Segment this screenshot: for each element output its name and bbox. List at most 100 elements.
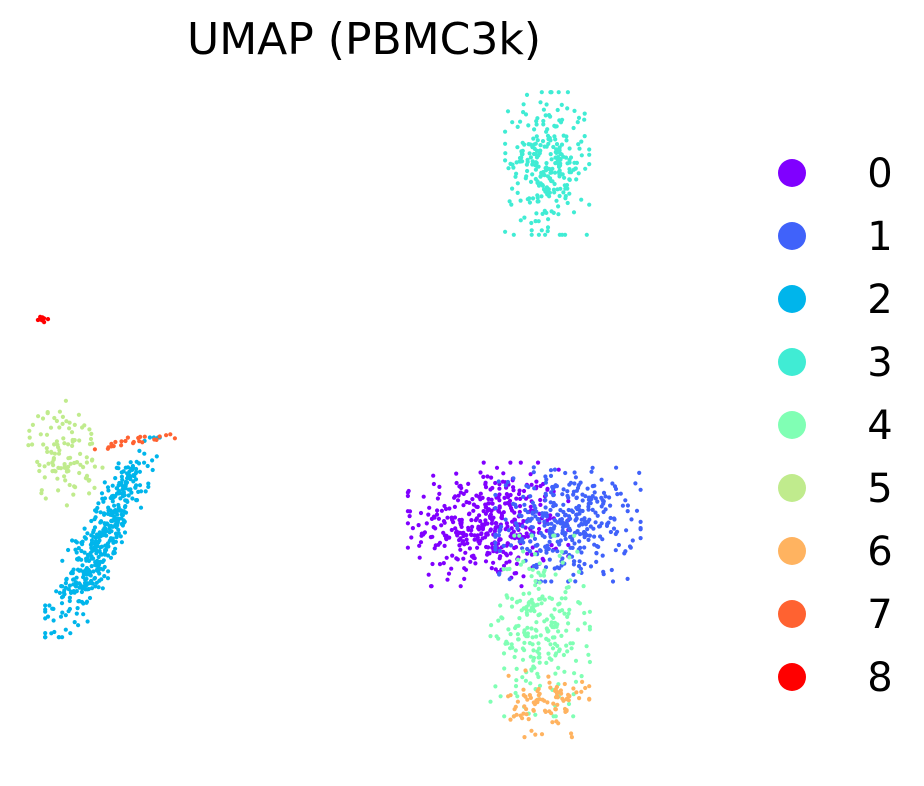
- point-cluster-0: [483, 505, 488, 510]
- point-cluster-1: [513, 521, 519, 526]
- point-cluster-5: [72, 422, 77, 427]
- point-cluster-1: [547, 557, 552, 562]
- legend-label-6: 6: [867, 529, 892, 575]
- point-cluster-2: [112, 503, 117, 508]
- point-cluster-0: [538, 497, 543, 503]
- point-cluster-4: [557, 553, 562, 559]
- point-cluster-3: [545, 174, 551, 179]
- point-cluster-4: [537, 561, 542, 566]
- point-cluster-5: [66, 456, 71, 461]
- point-cluster-2: [99, 552, 104, 557]
- point-cluster-0: [405, 521, 410, 526]
- point-cluster-1: [535, 517, 540, 522]
- point-cluster-5: [80, 425, 85, 430]
- point-cluster-0: [491, 560, 496, 565]
- point-cluster-0: [537, 526, 542, 532]
- point-cluster-2: [119, 482, 124, 487]
- point-cluster-3: [539, 90, 544, 95]
- point-cluster-4: [505, 641, 510, 646]
- point-cluster-3: [556, 212, 561, 217]
- point-cluster-4: [513, 690, 518, 696]
- point-cluster-1: [595, 513, 600, 518]
- point-cluster-3: [573, 166, 578, 171]
- point-cluster-0: [426, 572, 431, 577]
- point-cluster-3: [545, 229, 550, 234]
- point-cluster-2: [98, 520, 103, 525]
- legend-label-7: 7: [867, 592, 892, 638]
- point-cluster-0: [458, 490, 463, 495]
- point-cluster-4: [508, 632, 513, 637]
- legend-item-1: 1: [778, 214, 893, 260]
- point-cluster-1: [532, 536, 538, 542]
- point-cluster-4: [552, 533, 557, 538]
- point-cluster-0: [476, 494, 482, 499]
- point-cluster-4: [563, 590, 568, 595]
- point-cluster-3: [526, 123, 531, 128]
- point-cluster-4: [559, 549, 564, 555]
- point-cluster-5: [100, 465, 105, 470]
- point-cluster-0: [454, 471, 459, 476]
- point-cluster-4: [515, 599, 520, 604]
- point-cluster-4: [566, 621, 571, 626]
- point-cluster-4: [584, 644, 589, 649]
- point-cluster-4: [567, 607, 572, 612]
- point-cluster-4: [556, 665, 561, 671]
- point-cluster-0: [486, 501, 491, 506]
- point-cluster-2: [76, 623, 81, 628]
- point-cluster-3: [523, 112, 529, 117]
- point-cluster-2: [106, 488, 111, 493]
- point-cluster-3: [567, 146, 572, 151]
- point-cluster-8: [35, 317, 41, 323]
- point-cluster-4: [537, 597, 542, 602]
- point-cluster-0: [492, 529, 497, 534]
- point-cluster-4: [489, 623, 494, 628]
- point-cluster-5: [68, 461, 73, 466]
- point-cluster-5: [92, 485, 97, 490]
- point-cluster-5: [84, 455, 89, 460]
- point-cluster-0: [407, 514, 412, 519]
- point-cluster-3: [535, 116, 540, 121]
- point-cluster-2: [108, 495, 113, 501]
- point-cluster-5: [38, 432, 43, 437]
- point-cluster-1: [592, 534, 597, 539]
- point-cluster-2: [128, 460, 133, 465]
- point-cluster-3: [526, 142, 531, 147]
- point-cluster-1: [560, 531, 565, 536]
- point-cluster-1: [588, 564, 594, 569]
- point-cluster-1: [547, 539, 552, 545]
- point-cluster-4: [498, 694, 503, 699]
- point-cluster-2: [119, 540, 124, 545]
- point-cluster-1: [543, 480, 549, 485]
- point-cluster-1: [561, 502, 566, 507]
- point-cluster-0: [485, 474, 490, 479]
- point-cluster-7: [123, 438, 128, 444]
- point-cluster-6: [531, 707, 536, 713]
- legend-label-8: 8: [867, 655, 892, 701]
- point-cluster-1: [593, 496, 598, 501]
- point-cluster-4: [528, 654, 533, 659]
- point-cluster-3: [582, 111, 587, 116]
- point-cluster-0: [458, 536, 463, 541]
- point-cluster-2: [43, 607, 48, 612]
- point-cluster-6: [587, 684, 592, 689]
- point-cluster-0: [421, 494, 426, 499]
- point-cluster-4: [529, 574, 534, 579]
- point-cluster-1: [577, 539, 582, 544]
- point-cluster-6: [564, 697, 569, 702]
- point-cluster-1: [570, 538, 575, 543]
- point-cluster-4: [541, 573, 547, 578]
- point-cluster-2: [114, 465, 119, 470]
- point-cluster-4: [518, 562, 524, 567]
- point-cluster-0: [503, 551, 508, 556]
- point-cluster-0: [466, 512, 472, 517]
- point-cluster-6: [533, 732, 538, 737]
- point-cluster-3: [571, 210, 577, 215]
- point-cluster-0: [475, 545, 480, 550]
- point-cluster-0: [473, 561, 478, 566]
- point-cluster-1: [638, 527, 643, 532]
- point-cluster-0: [489, 475, 494, 480]
- point-cluster-5: [27, 428, 32, 433]
- point-cluster-5: [75, 460, 80, 465]
- point-cluster-3: [541, 107, 547, 112]
- point-cluster-0: [407, 509, 413, 514]
